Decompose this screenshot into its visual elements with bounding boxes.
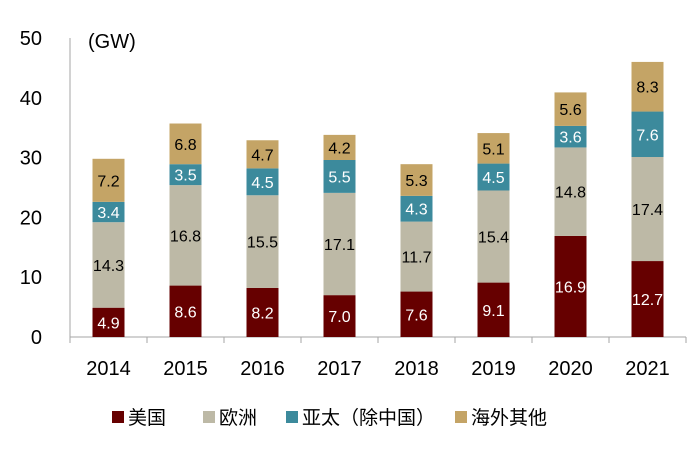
bar-segment <box>554 147 587 236</box>
bar-segment <box>631 111 664 158</box>
bar-segment <box>477 163 510 191</box>
bar-segment <box>477 190 510 283</box>
bar-segment <box>400 195 433 222</box>
bar-segment <box>92 307 125 337</box>
bar-segment <box>477 133 510 164</box>
bar-segment <box>169 285 202 337</box>
data-label: 4.2 <box>328 140 350 157</box>
x-tick-label: 2016 <box>240 358 285 380</box>
data-label: 5.6 <box>559 102 581 119</box>
bar-segment <box>246 287 279 337</box>
x-tick-label: 2017 <box>317 358 362 380</box>
y-tick-label: 20 <box>20 207 42 229</box>
data-label: 7.6 <box>405 307 427 324</box>
data-label: 3.5 <box>174 168 196 185</box>
data-label: 4.3 <box>405 202 427 219</box>
bar-segment <box>169 123 202 165</box>
y-tick-label: 30 <box>20 148 42 170</box>
x-tick-label: 2018 <box>394 358 439 380</box>
legend-swatch <box>112 411 124 423</box>
bar-segment <box>169 185 202 286</box>
data-label: 12.7 <box>632 292 663 309</box>
bar-segment <box>246 195 279 288</box>
bar-segment <box>631 61 664 112</box>
data-label: 4.5 <box>482 170 504 187</box>
data-label: 4.7 <box>251 147 273 164</box>
data-label: 7.6 <box>636 127 658 144</box>
data-label: 5.3 <box>405 173 427 190</box>
bar-segment <box>323 192 356 296</box>
data-label: 6.8 <box>174 137 196 154</box>
data-label: 14.8 <box>555 185 586 202</box>
y-tick-label: 50 <box>20 28 42 50</box>
legend-label: 美国 <box>128 407 166 429</box>
bar-segment <box>92 158 125 202</box>
data-label: 4.9 <box>97 315 119 332</box>
data-label: 5.5 <box>328 169 350 186</box>
data-label: 9.1 <box>482 303 504 320</box>
data-label: 15.4 <box>478 230 509 247</box>
data-label: 15.5 <box>247 235 278 252</box>
bar-segment <box>246 168 279 196</box>
x-tick-label: 2019 <box>471 358 516 380</box>
bar-segment <box>554 125 587 148</box>
data-label: 3.4 <box>97 205 119 222</box>
legend-label: 欧洲 <box>219 407 257 429</box>
data-label: 7.0 <box>328 309 350 326</box>
data-label: 3.6 <box>559 130 581 147</box>
data-label: 7.2 <box>97 173 119 190</box>
data-label: 16.8 <box>170 228 201 245</box>
data-label: 8.3 <box>636 80 658 97</box>
bar-segment <box>92 201 125 223</box>
y-tick-label: 10 <box>20 267 42 289</box>
legend-label: 亚太（除中国） <box>302 407 435 429</box>
data-label: 8.2 <box>251 305 273 322</box>
bar-segment <box>323 295 356 337</box>
bar-segment <box>400 221 433 292</box>
data-label: 17.1 <box>324 237 355 254</box>
bar-segment <box>631 157 664 262</box>
bar-segment <box>554 235 587 337</box>
legend-swatch <box>455 411 467 423</box>
bar-segment <box>246 140 279 169</box>
x-tick-label: 2021 <box>625 358 670 380</box>
data-label: 16.9 <box>555 279 586 296</box>
bar-segment <box>554 92 587 126</box>
data-label: 8.6 <box>174 304 196 321</box>
data-label: 14.3 <box>93 258 124 275</box>
y-tick-label: 0 <box>31 327 42 349</box>
legend-swatch <box>203 411 215 423</box>
data-label: 11.7 <box>402 250 432 267</box>
bar-segment <box>631 261 664 337</box>
bar-segment <box>323 159 356 193</box>
bar-segment <box>169 164 202 186</box>
x-tick-label: 2015 <box>163 358 208 380</box>
legend-swatch <box>286 411 298 423</box>
unit-label: (GW) <box>88 31 136 53</box>
data-label: 4.5 <box>251 175 273 192</box>
bar-segment <box>477 282 510 337</box>
bar-segment <box>323 134 356 160</box>
data-label: 17.4 <box>632 202 663 219</box>
legend-label: 海外其他 <box>471 407 547 429</box>
y-tick-label: 40 <box>20 88 42 110</box>
bar-segment <box>400 164 433 196</box>
bar-segment <box>400 291 433 337</box>
x-tick-label: 2020 <box>548 358 593 380</box>
x-tick-label: 2014 <box>86 358 131 380</box>
bar-segment <box>92 222 125 308</box>
data-label: 5.1 <box>482 141 504 158</box>
